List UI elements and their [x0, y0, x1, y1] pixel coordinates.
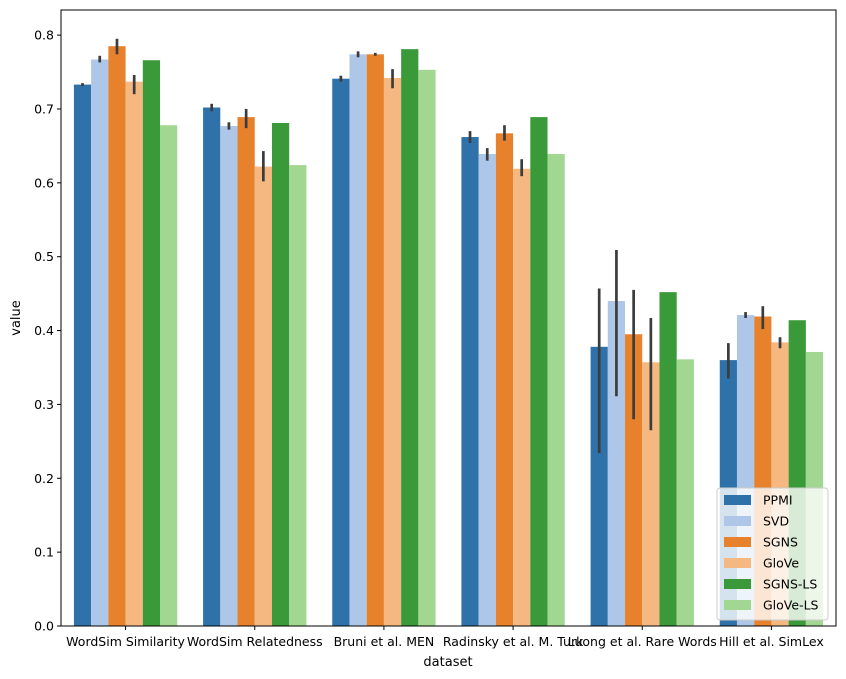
- bar-ppmi-2: [332, 78, 350, 626]
- x-tick-label: WordSim Relatedness: [187, 634, 323, 649]
- bar-glove-ls-0: [160, 125, 178, 626]
- bar-glove-ls-3: [547, 154, 565, 626]
- bar-sgns-3: [495, 133, 514, 626]
- bar-sgns-ls-0: [142, 60, 161, 627]
- y-tick-label: 0.5: [34, 249, 54, 264]
- y-tick-label: 0.7: [34, 101, 54, 116]
- legend-swatch-sgns: [724, 537, 751, 547]
- bar-glove-2: [383, 77, 402, 627]
- legend-label-svd: SVD: [763, 514, 789, 529]
- x-tick-label: WordSim Similarity: [66, 634, 185, 649]
- y-axis-title: value: [9, 300, 24, 336]
- bar-svd-0: [91, 59, 109, 626]
- legend-label-ppmi: PPMI: [763, 493, 793, 508]
- bar-ppmi-3: [461, 137, 479, 626]
- x-tick-label: Luong et al. Rare Words: [568, 634, 717, 649]
- y-axis: 0.0 0.1 0.2 0.3 0.4 0.5 0.6 0.7 0.8: [34, 28, 61, 634]
- bar-sgns-ls-1: [271, 123, 290, 626]
- bar-svd-1: [220, 125, 238, 626]
- x-axis: WordSim Similarity WordSim Relatedness Bru…: [66, 626, 824, 649]
- bar-sgns-ls-2: [401, 49, 419, 626]
- plot-frame: [60, 9, 837, 627]
- legend-label-glove-ls: GloVe-LS: [763, 598, 819, 613]
- legend-label-sgns: SGNS: [763, 535, 798, 550]
- y-tick-label: 0.6: [34, 175, 54, 190]
- legend-swatch-svd: [724, 516, 751, 526]
- legend-swatch-sgns-ls: [724, 579, 751, 589]
- x-axis-title: dataset: [423, 655, 472, 670]
- bar-glove-ls-2: [418, 69, 436, 627]
- x-tick-label: Radinsky et al. M. Turk: [443, 634, 584, 649]
- bar-glove-ls-4: [676, 359, 694, 626]
- bar-sgns-ls-4: [659, 292, 677, 626]
- bar-svd-3: [478, 154, 496, 626]
- y-tick-label: 0.3: [34, 397, 54, 412]
- x-tick-label: Hill et al. SimLex: [719, 634, 824, 649]
- x-tick-label: Bruni et al. MEN: [334, 634, 435, 649]
- bar-glove-0: [125, 81, 143, 626]
- bar-sgns-2: [366, 54, 384, 627]
- bar-glove-3: [513, 168, 531, 626]
- legend: PPMI SVD SGNS GloVe SGNS-LS GloVe-LS: [716, 487, 829, 621]
- bar-sgns-1: [237, 117, 255, 626]
- bar-sgns-0: [108, 46, 126, 627]
- bar-sgns-4: [625, 334, 643, 626]
- bar-glove-ls-1: [289, 165, 307, 626]
- legend-swatch-glove: [724, 558, 751, 568]
- bar-ppmi-0: [73, 84, 92, 627]
- bar-ppmi-4: [590, 346, 608, 626]
- bar-ppmi-1: [203, 107, 221, 627]
- legend-swatch-ppmi: [724, 495, 751, 505]
- y-tick-label: 0.4: [34, 323, 54, 338]
- legend-label-sgns-ls: SGNS-LS: [763, 577, 817, 592]
- bar-glove-1: [254, 166, 272, 626]
- y-tick-label: 0.8: [34, 28, 54, 43]
- legend-label-glove: GloVe: [763, 556, 799, 571]
- legend-swatch-glove-ls: [724, 600, 751, 610]
- bar-svd-2: [349, 54, 367, 627]
- y-tick-label: 0.0: [34, 619, 54, 634]
- errorbar-group: [81, 38, 782, 454]
- bar-sgns-ls-3: [530, 117, 548, 626]
- bar-svd-4: [607, 301, 626, 626]
- y-tick-label: 0.2: [34, 471, 54, 486]
- bar-glove-4: [642, 362, 660, 626]
- y-tick-label: 0.1: [34, 545, 54, 560]
